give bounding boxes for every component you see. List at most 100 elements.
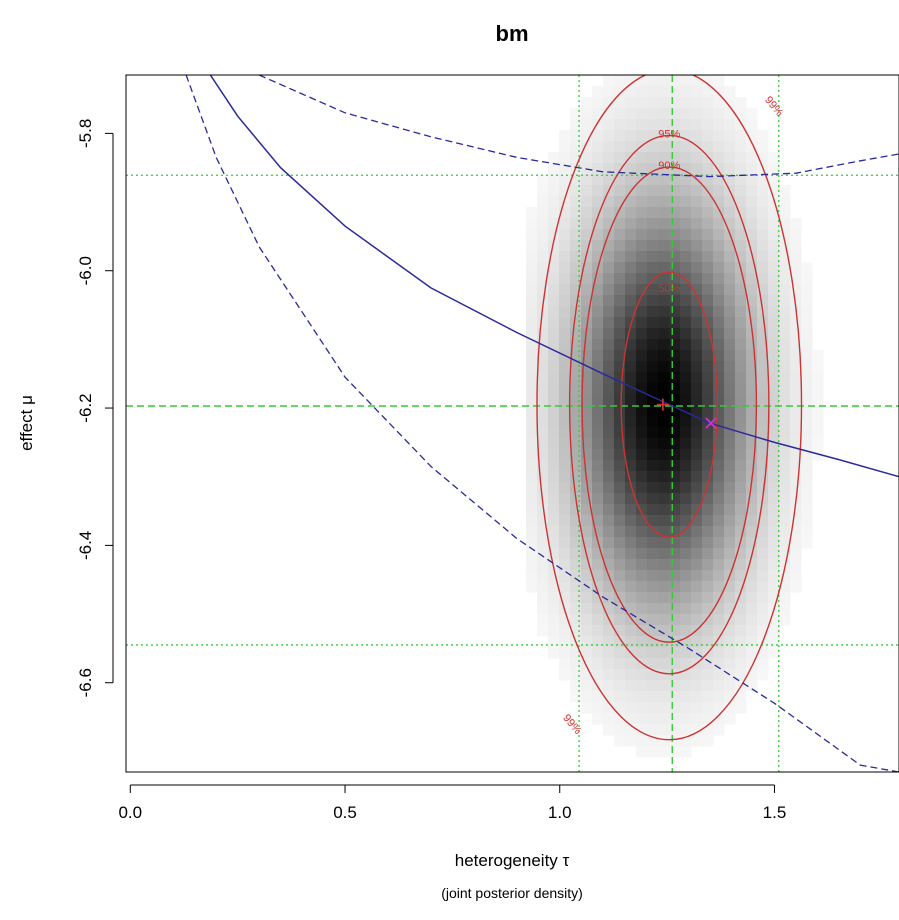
density-cell bbox=[680, 361, 692, 373]
density-cell bbox=[658, 317, 670, 329]
density-cell bbox=[691, 207, 703, 219]
density-cell bbox=[790, 229, 802, 241]
density-cell bbox=[702, 449, 714, 461]
density-cell bbox=[768, 537, 780, 549]
density-cell bbox=[735, 559, 747, 571]
density-cell bbox=[702, 669, 714, 681]
density-cell bbox=[801, 405, 813, 417]
density-cell bbox=[680, 647, 692, 659]
density-cell bbox=[746, 625, 758, 637]
density-cell bbox=[603, 493, 615, 505]
density-cell bbox=[581, 669, 593, 681]
density-cell bbox=[691, 724, 703, 736]
density-cell bbox=[570, 273, 582, 285]
density-cell bbox=[526, 438, 538, 450]
density-cell bbox=[702, 471, 714, 483]
density-cell bbox=[713, 75, 725, 87]
density-cell bbox=[614, 548, 626, 560]
density-cell bbox=[559, 669, 571, 681]
density-cell bbox=[680, 284, 692, 296]
density-cell bbox=[636, 735, 648, 747]
density-cell bbox=[559, 482, 571, 494]
density-cell bbox=[570, 130, 582, 142]
density-cell bbox=[603, 394, 615, 406]
density-cell bbox=[779, 361, 791, 373]
density-cell bbox=[636, 746, 648, 758]
density-cell bbox=[746, 680, 758, 692]
density-cell bbox=[702, 372, 714, 384]
density-cell bbox=[757, 427, 769, 439]
density-cell bbox=[801, 306, 813, 318]
density-cell bbox=[746, 328, 758, 340]
density-cell bbox=[812, 438, 824, 450]
density-cell bbox=[702, 262, 714, 274]
density-cell bbox=[735, 482, 747, 494]
density-cell bbox=[647, 119, 659, 131]
density-cell bbox=[746, 592, 758, 604]
density-cell bbox=[735, 361, 747, 373]
density-cell bbox=[592, 141, 604, 153]
density-cell bbox=[702, 493, 714, 505]
density-cell bbox=[669, 504, 681, 516]
density-cell bbox=[768, 185, 780, 197]
density-cell bbox=[691, 163, 703, 175]
density-cell bbox=[614, 108, 626, 120]
density-cell bbox=[801, 427, 813, 439]
density-cell bbox=[625, 724, 637, 736]
x-axis-label: heterogeneity τ bbox=[455, 851, 570, 870]
density-cell bbox=[746, 559, 758, 571]
density-cell bbox=[724, 405, 736, 417]
density-cell bbox=[735, 394, 747, 406]
density-cell bbox=[570, 504, 582, 516]
density-cell bbox=[636, 526, 648, 538]
density-cell bbox=[768, 240, 780, 252]
density-cell bbox=[680, 614, 692, 626]
density-cell bbox=[581, 702, 593, 714]
density-cell bbox=[790, 482, 802, 494]
density-cell bbox=[658, 97, 670, 109]
density-cell bbox=[768, 218, 780, 230]
density-cell bbox=[757, 130, 769, 142]
density-cell bbox=[735, 383, 747, 395]
density-cell bbox=[570, 317, 582, 329]
density-cell bbox=[636, 515, 648, 527]
density-cell bbox=[614, 218, 626, 230]
density-cell bbox=[702, 526, 714, 538]
density-cell bbox=[548, 240, 560, 252]
density-cell bbox=[801, 284, 813, 296]
mode-marker bbox=[656, 398, 669, 411]
density-cell bbox=[757, 317, 769, 329]
density-cell bbox=[746, 658, 758, 670]
density-cell bbox=[526, 240, 538, 252]
density-cell bbox=[724, 559, 736, 571]
density-cell bbox=[548, 603, 560, 615]
density-cell bbox=[746, 438, 758, 450]
density-cell bbox=[570, 361, 582, 373]
density-cell bbox=[647, 603, 659, 615]
density-cell bbox=[658, 471, 670, 483]
density-cell bbox=[592, 603, 604, 615]
density-cell bbox=[592, 119, 604, 131]
density-cell bbox=[592, 482, 604, 494]
density-cell bbox=[713, 427, 725, 439]
density-cell bbox=[724, 482, 736, 494]
density-cell bbox=[669, 229, 681, 241]
density-cell bbox=[768, 262, 780, 274]
density-cell bbox=[746, 383, 758, 395]
density-cell bbox=[636, 141, 648, 153]
density-cell bbox=[537, 394, 549, 406]
density-cell bbox=[603, 306, 615, 318]
density-cell bbox=[548, 592, 560, 604]
density-cell bbox=[570, 240, 582, 252]
density-cell bbox=[790, 273, 802, 285]
density-cell bbox=[768, 614, 780, 626]
density-cell bbox=[746, 218, 758, 230]
density-cell bbox=[768, 174, 780, 186]
density-cell bbox=[724, 471, 736, 483]
density-cell bbox=[625, 735, 637, 747]
density-cell bbox=[559, 416, 571, 428]
density-cell bbox=[647, 86, 659, 98]
density-cell bbox=[647, 438, 659, 450]
density-cell bbox=[526, 306, 538, 318]
density-cell bbox=[559, 229, 571, 241]
